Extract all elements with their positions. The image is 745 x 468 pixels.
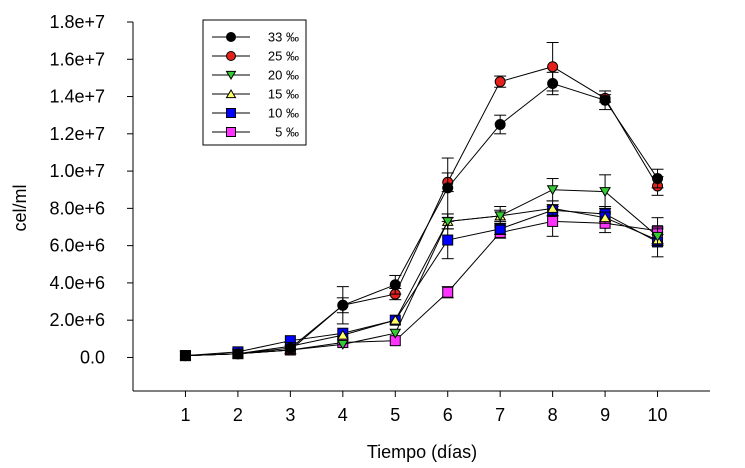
data-point bbox=[547, 61, 559, 73]
series-line bbox=[185, 82, 658, 357]
legend-marker bbox=[226, 108, 236, 118]
y-tick-label: 4.0e+6 bbox=[49, 273, 105, 293]
data-point bbox=[442, 234, 454, 246]
legend-marker bbox=[225, 70, 237, 81]
series-3 bbox=[179, 200, 664, 361]
x-tick-label: 3 bbox=[285, 405, 295, 425]
x-tick-label: 9 bbox=[600, 405, 610, 425]
x-tick-label: 4 bbox=[338, 405, 348, 425]
data-point bbox=[599, 94, 611, 106]
data-point bbox=[494, 119, 506, 130]
data-point bbox=[337, 299, 349, 311]
series-4 bbox=[179, 204, 664, 362]
data-point bbox=[651, 231, 664, 242]
y-tick-label: 2.0e+6 bbox=[49, 310, 105, 330]
x-tick-label: 8 bbox=[548, 405, 558, 425]
series-2 bbox=[179, 174, 664, 362]
axes: 0.0 2.0e+6 4.0e+6 6.0e+6 8.0e+6 1.0e+7 1.2e+7 1… bbox=[49, 12, 710, 425]
data-point bbox=[546, 202, 559, 213]
legend-label: 10 ‰ bbox=[268, 106, 299, 121]
legend-marker bbox=[225, 88, 237, 99]
y-tick-label: 1.4e+7 bbox=[49, 87, 105, 107]
x-tick-label: 5 bbox=[390, 405, 400, 425]
data-point bbox=[547, 215, 559, 227]
y-tick-label: 0.0 bbox=[80, 347, 105, 367]
y-axis-label: cel/ml bbox=[10, 184, 30, 231]
legend-label: 20 ‰ bbox=[268, 68, 299, 83]
data-point bbox=[652, 173, 664, 185]
legend-label: 25 ‰ bbox=[268, 49, 299, 64]
data-point bbox=[389, 279, 401, 291]
x-tick-label: 7 bbox=[495, 405, 505, 425]
series-line bbox=[185, 220, 658, 357]
y-tick-label: 8.0e+6 bbox=[49, 198, 105, 218]
series-layer bbox=[179, 42, 664, 362]
data-point bbox=[336, 329, 349, 340]
legend-box bbox=[202, 19, 307, 146]
data-point bbox=[547, 78, 559, 89]
data-point bbox=[179, 350, 191, 362]
data-point bbox=[599, 187, 611, 198]
x-tick-label: 10 bbox=[648, 405, 668, 425]
legend-label: 5 ‰ bbox=[275, 125, 299, 140]
data-point bbox=[494, 76, 506, 88]
x-tick-label: 2 bbox=[233, 405, 243, 425]
series-line bbox=[185, 207, 658, 357]
legend-marker bbox=[226, 51, 236, 61]
y-tick-label: 1.2e+7 bbox=[49, 124, 105, 144]
data-point bbox=[284, 342, 296, 354]
legend-label: 33 ‰ bbox=[268, 30, 299, 45]
series-line bbox=[185, 209, 658, 357]
x-tick-label: 6 bbox=[443, 405, 453, 425]
legend: 33 ‰ 25 ‰ 20 ‰ 15 ‰ 10 ‰ 5 ‰ bbox=[202, 19, 307, 146]
legend-label: 15 ‰ bbox=[268, 87, 299, 102]
legend-marker bbox=[226, 127, 236, 137]
series-line bbox=[185, 66, 658, 357]
data-point bbox=[389, 328, 402, 339]
x-axis-label: Tiempo (días) bbox=[367, 442, 477, 462]
series-0 bbox=[179, 71, 664, 362]
data-point bbox=[494, 211, 507, 222]
y-tick-label: 1.8e+7 bbox=[49, 12, 105, 32]
data-point bbox=[232, 348, 244, 360]
data-point bbox=[442, 182, 454, 194]
y-tick-label: 1.6e+7 bbox=[49, 49, 105, 69]
data-point bbox=[389, 314, 402, 325]
y-tick-label: 6.0e+6 bbox=[49, 236, 105, 256]
x-tick-label: 1 bbox=[180, 405, 190, 425]
data-point bbox=[442, 286, 454, 298]
data-point bbox=[599, 212, 611, 223]
legend-marker bbox=[226, 32, 236, 42]
data-point bbox=[546, 185, 559, 196]
data-point bbox=[336, 339, 349, 350]
y-tick-label: 1.0e+7 bbox=[49, 161, 105, 181]
series-5 bbox=[179, 206, 664, 362]
